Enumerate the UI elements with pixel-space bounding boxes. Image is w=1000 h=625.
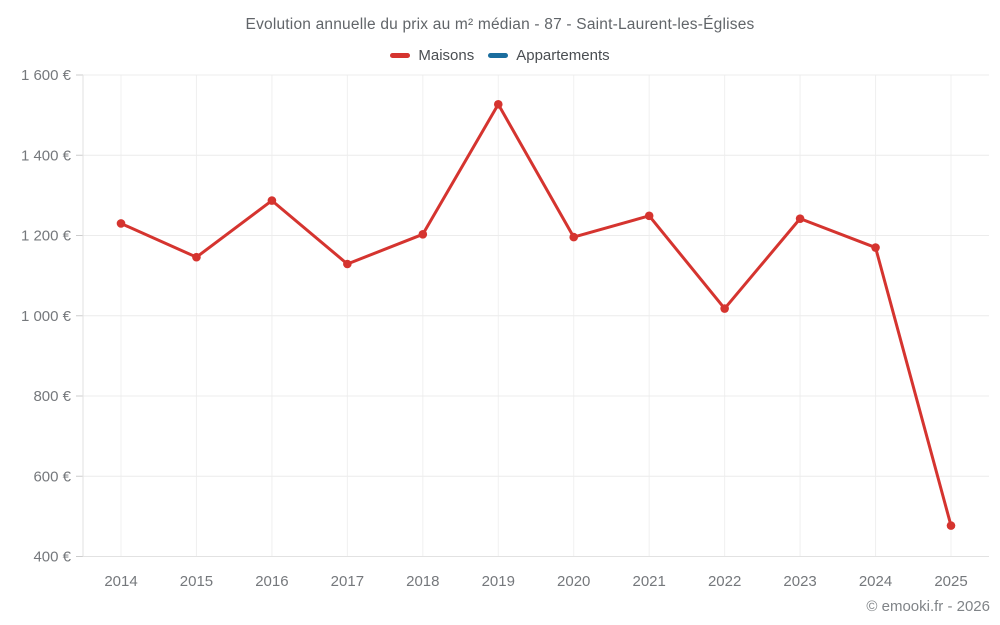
- x-tick-label-2020: 2020: [557, 573, 590, 590]
- x-tick-label-2019: 2019: [482, 573, 515, 590]
- x-tick-label-2014: 2014: [104, 573, 137, 590]
- data-point-maisons-2017[interactable]: [343, 259, 352, 269]
- x-tick-label-2023: 2023: [783, 573, 816, 590]
- x-tick-label-2015: 2015: [180, 573, 213, 590]
- data-point-maisons-2020[interactable]: [569, 232, 579, 242]
- y-tick-label-1200: 1 200 €: [21, 228, 72, 245]
- x-tick-label-2025: 2025: [934, 573, 967, 590]
- data-point-maisons-2015[interactable]: [192, 252, 201, 262]
- y-tick-label-600: 600 €: [33, 468, 71, 485]
- data-point-maisons-2023[interactable]: [795, 214, 805, 223]
- y-tick-label-800: 800 €: [33, 388, 71, 405]
- data-point-maisons-2019[interactable]: [493, 99, 503, 109]
- y-tick-label-1600: 1 600 €: [21, 67, 72, 84]
- legend-swatch-appartements: [488, 53, 509, 58]
- y-tick-label-1000: 1 000 €: [21, 308, 72, 325]
- data-point-maisons-2025[interactable]: [946, 521, 956, 530]
- data-point-maisons-2016[interactable]: [267, 196, 277, 205]
- legend-label-maisons: Maisons: [418, 47, 475, 64]
- x-tick-label-2016: 2016: [255, 573, 288, 590]
- chart-legend: Maisons Appartements: [0, 47, 1000, 64]
- legend-item-maisons[interactable]: Maisons: [390, 47, 474, 64]
- data-point-maisons-2022[interactable]: [720, 304, 729, 313]
- data-point-maisons-2018[interactable]: [418, 229, 428, 239]
- x-tick-label-2024: 2024: [859, 573, 892, 590]
- chart-title: Evolution annuelle du prix au m² médian …: [245, 16, 755, 33]
- y-tick-label-400: 400 €: [33, 549, 71, 566]
- x-tick-label-2021: 2021: [632, 573, 665, 590]
- y-tick-label-1400: 1 400 €: [21, 147, 72, 164]
- x-tick-label-2017: 2017: [331, 573, 364, 590]
- series-line-maisons: [119, 102, 953, 528]
- legend-label-appartements: Appartements: [516, 47, 610, 64]
- legend-swatch-maisons: [390, 53, 411, 58]
- footer-credit: © emooki.fr - 2026: [866, 598, 990, 615]
- legend-item-appartements[interactable]: Appartements: [488, 47, 610, 64]
- data-point-maisons-2021[interactable]: [644, 211, 654, 221]
- x-tick-label-2022: 2022: [708, 573, 741, 590]
- x-tick-label-2018: 2018: [406, 573, 439, 590]
- data-point-maisons-2024[interactable]: [871, 243, 880, 252]
- data-point-maisons-2014[interactable]: [116, 219, 126, 228]
